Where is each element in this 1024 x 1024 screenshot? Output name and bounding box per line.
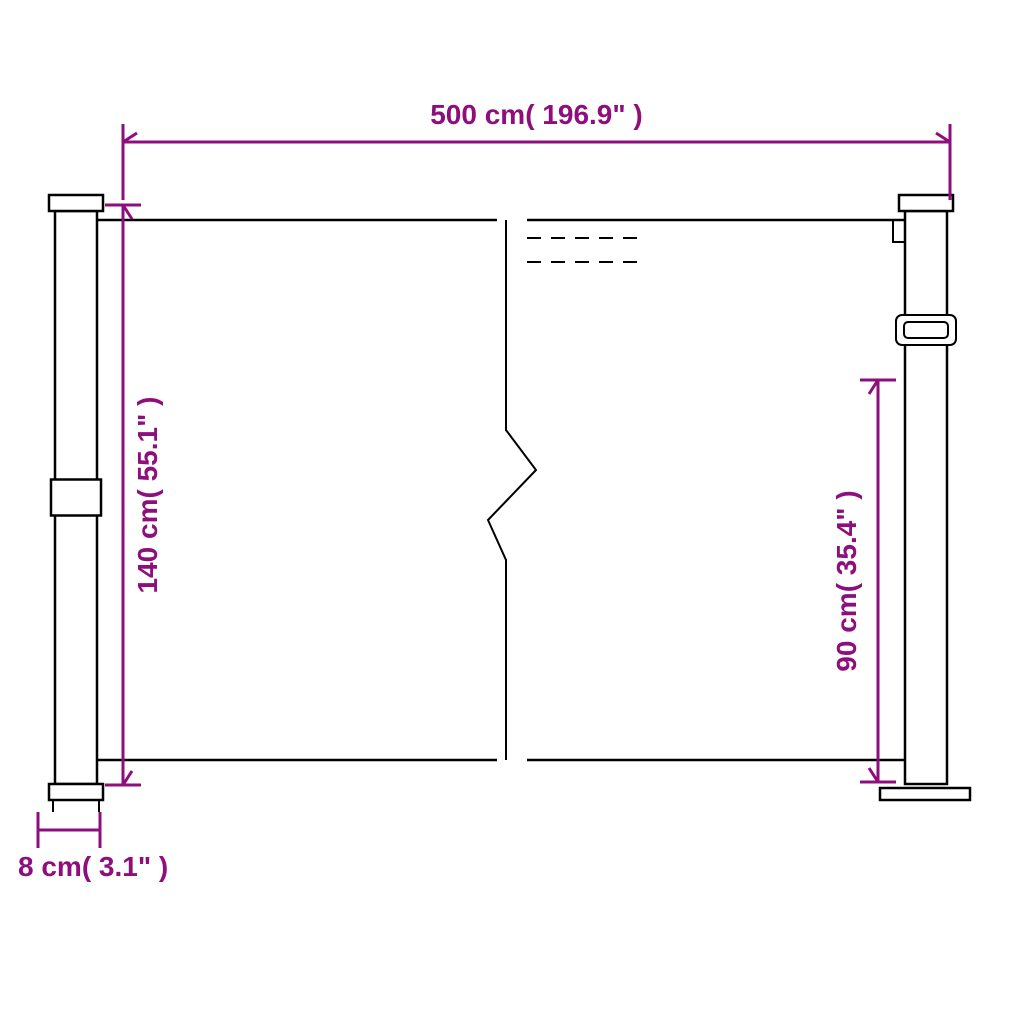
dimension-width-label: 500 cm( 196.9" ) — [430, 99, 643, 130]
dimension-height-right: 90 cm( 35.4" ) — [831, 380, 896, 782]
dimension-base-width-label: 8 cm( 3.1" ) — [18, 851, 168, 882]
dimension-width: 500 cm( 196.9" ) — [123, 99, 950, 200]
dimension-diagram: 500 cm( 196.9" ) 140 cm( 55.1" ) 90 cm( … — [0, 0, 1024, 1024]
dimension-base-width: 8 cm( 3.1" ) — [18, 812, 168, 882]
dimension-height-left: 140 cm( 55.1" ) — [105, 205, 163, 785]
left-post — [49, 195, 103, 812]
dimension-height-right-label: 90 cm( 35.4" ) — [831, 490, 862, 671]
handle-icon — [896, 315, 956, 345]
dimension-set: 500 cm( 196.9" ) 140 cm( 55.1" ) 90 cm( … — [18, 99, 950, 882]
right-post — [880, 195, 970, 800]
dimension-height-left-label: 140 cm( 55.1" ) — [132, 397, 163, 594]
break-line — [488, 220, 536, 760]
